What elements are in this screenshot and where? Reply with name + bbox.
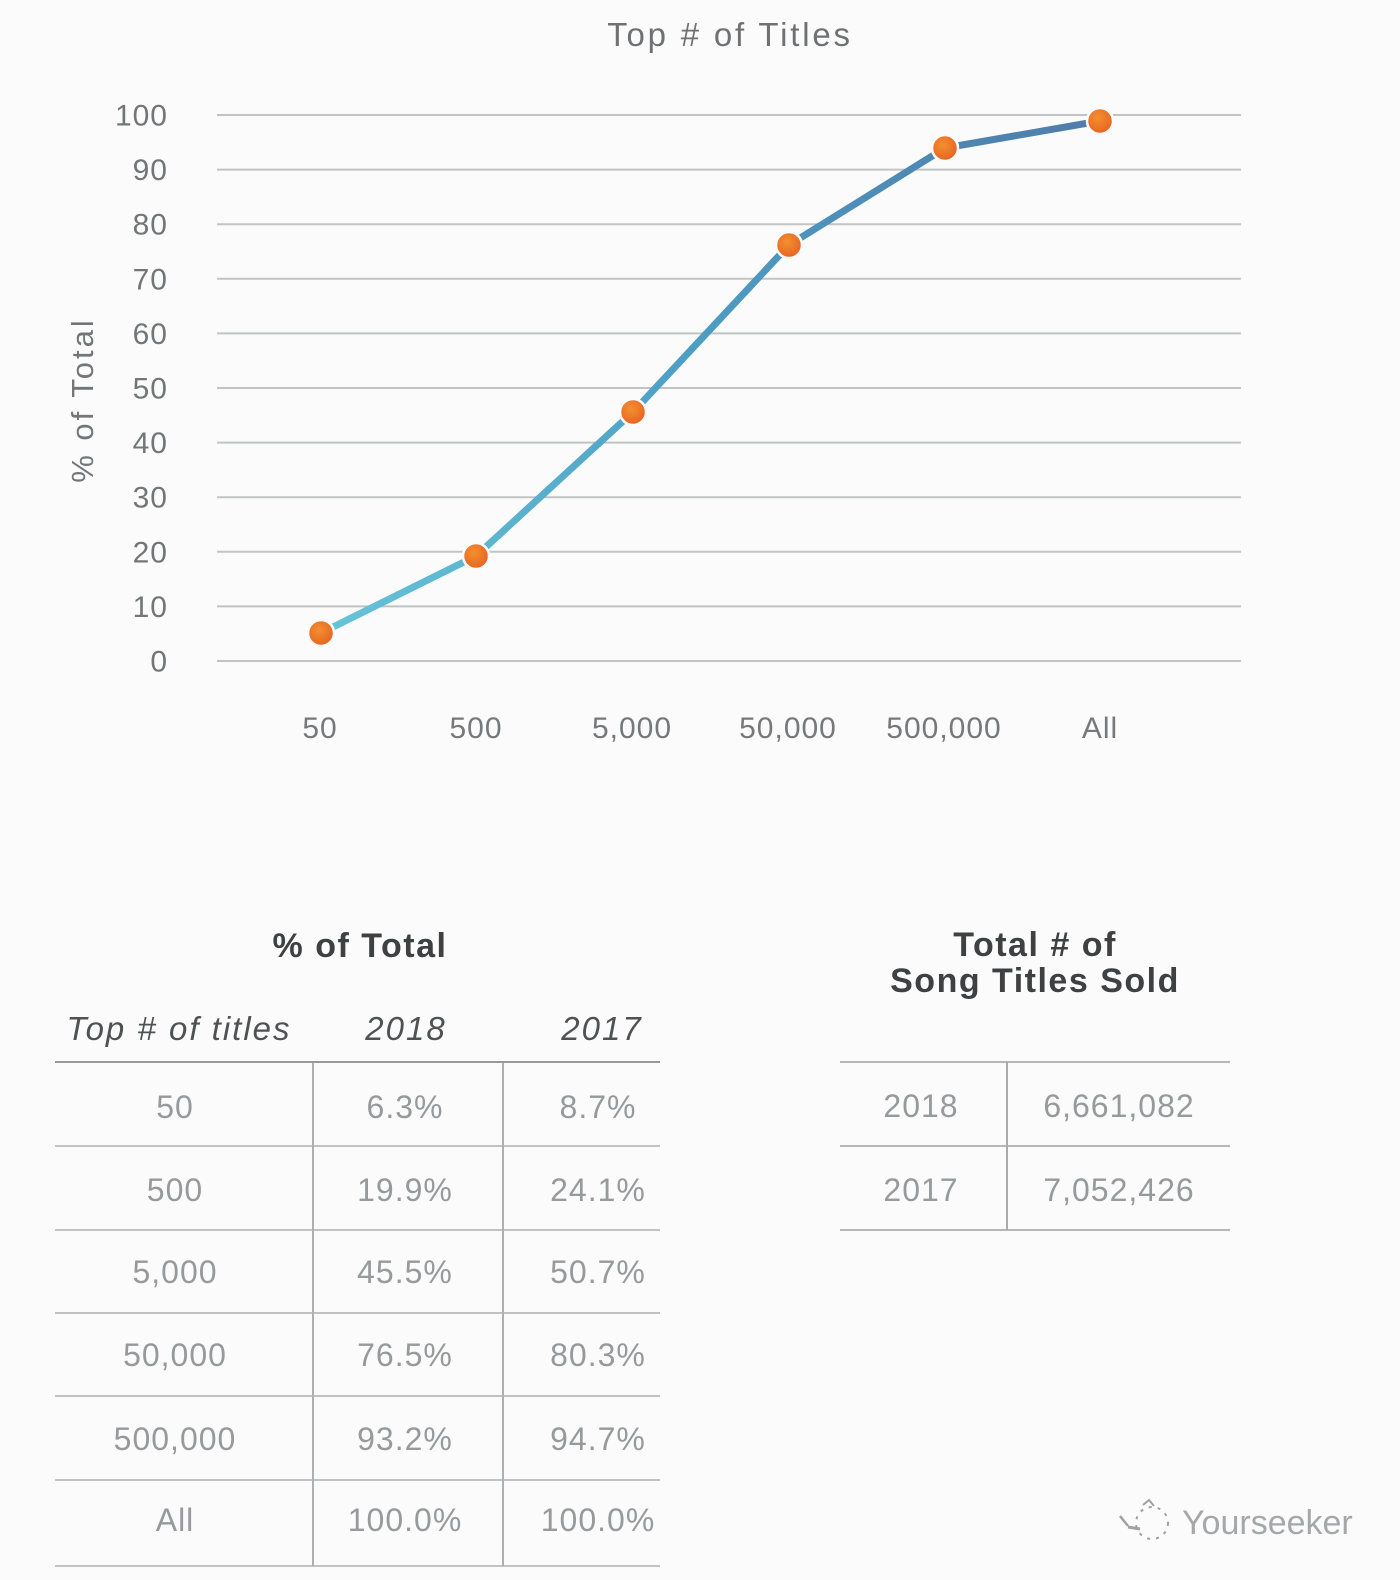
svg-text:Total # of: Total # of [953, 926, 1117, 964]
svg-text:Top # of Titles: Top # of Titles [607, 16, 853, 53]
svg-text:500,000: 500,000 [886, 712, 1001, 745]
svg-text:19.9%: 19.9% [357, 1172, 453, 1208]
svg-text:5,000: 5,000 [132, 1254, 217, 1290]
svg-text:% of Total: % of Total [65, 317, 100, 483]
svg-text:70: 70 [133, 263, 168, 296]
svg-text:40: 40 [133, 427, 168, 460]
svg-text:2018: 2018 [364, 1010, 446, 1047]
svg-text:80: 80 [133, 209, 168, 242]
svg-text:10: 10 [133, 591, 168, 624]
svg-text:7,052,426: 7,052,426 [1043, 1172, 1194, 1208]
svg-text:500,000: 500,000 [114, 1421, 237, 1457]
svg-text:50: 50 [302, 712, 337, 745]
svg-text:2017: 2017 [883, 1172, 958, 1208]
svg-text:20: 20 [133, 536, 168, 569]
svg-text:76.5%: 76.5% [357, 1337, 453, 1373]
svg-text:Yourseeker: Yourseeker [1182, 1504, 1353, 1542]
svg-text:6,661,082: 6,661,082 [1043, 1088, 1194, 1124]
svg-text:All: All [1082, 712, 1118, 745]
svg-text:30: 30 [133, 482, 168, 515]
svg-text:8.7%: 8.7% [560, 1089, 637, 1125]
svg-text:2018: 2018 [883, 1088, 958, 1124]
svg-text:100.0%: 100.0% [348, 1502, 463, 1538]
svg-text:24.1%: 24.1% [550, 1172, 646, 1208]
svg-text:94.7%: 94.7% [550, 1421, 646, 1457]
svg-text:% of Total: % of Total [273, 927, 448, 965]
svg-text:50,000: 50,000 [739, 712, 837, 745]
svg-text:100.0%: 100.0% [541, 1502, 656, 1538]
svg-text:Song Titles Sold: Song Titles Sold [890, 962, 1180, 1000]
svg-text:90: 90 [133, 154, 168, 187]
svg-text:5,000: 5,000 [592, 712, 672, 745]
svg-text:All: All [156, 1502, 195, 1538]
svg-text:50.7%: 50.7% [550, 1254, 646, 1290]
svg-text:6.3%: 6.3% [367, 1089, 444, 1125]
svg-text:50: 50 [156, 1089, 194, 1125]
svg-text:500: 500 [147, 1172, 203, 1208]
svg-text:50,000: 50,000 [123, 1337, 227, 1373]
svg-text:45.5%: 45.5% [357, 1254, 453, 1290]
svg-text:0: 0 [150, 646, 168, 679]
svg-text:100: 100 [115, 100, 168, 133]
svg-text:500: 500 [449, 712, 502, 745]
svg-text:2017: 2017 [560, 1010, 642, 1047]
svg-text:80.3%: 80.3% [550, 1337, 646, 1373]
svg-text:50: 50 [133, 373, 168, 406]
svg-text:60: 60 [133, 318, 168, 351]
svg-text:Top # of titles: Top # of titles [66, 1010, 291, 1047]
svg-text:93.2%: 93.2% [357, 1421, 453, 1457]
